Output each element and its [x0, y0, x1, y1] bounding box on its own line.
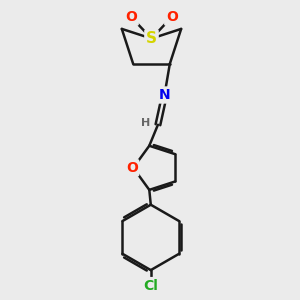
Text: O: O [125, 10, 137, 24]
Text: H: H [141, 118, 150, 128]
Text: Cl: Cl [143, 279, 158, 292]
Text: N: N [159, 88, 170, 102]
Text: O: O [126, 161, 138, 175]
Text: O: O [166, 10, 178, 24]
Text: S: S [146, 31, 157, 46]
